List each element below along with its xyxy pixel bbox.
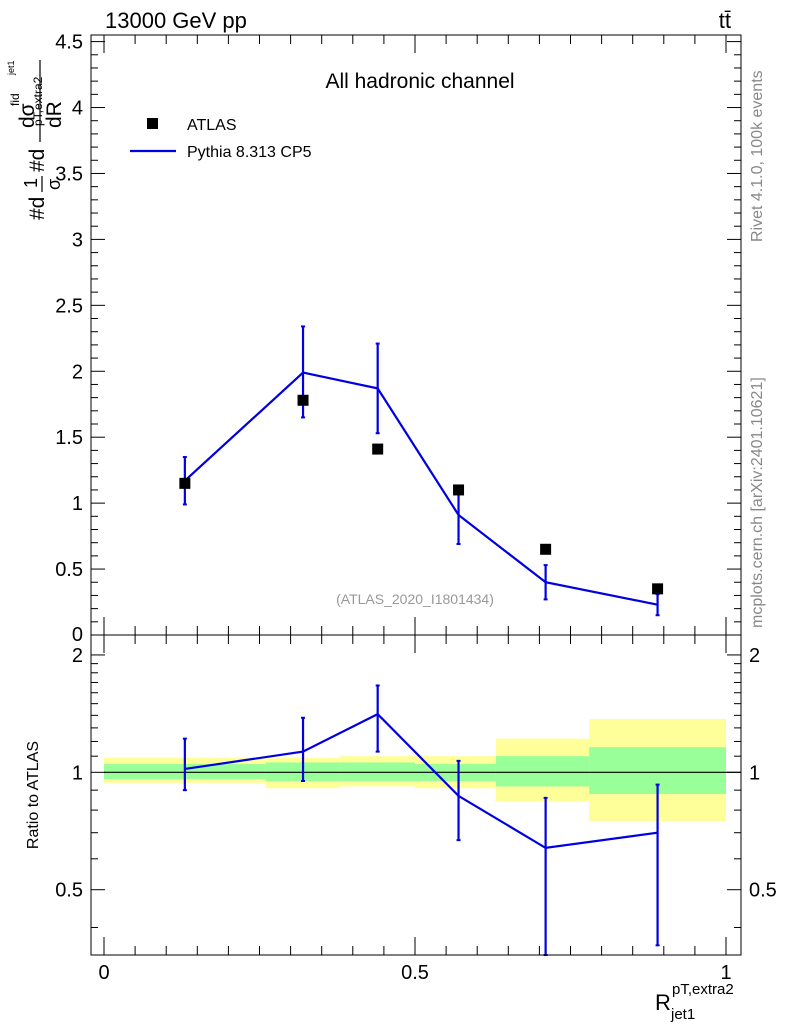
x-tick-labels: 0 0.5 1 xyxy=(98,962,731,984)
xlabel-base: R xyxy=(655,990,671,1015)
xlabel-sup: pT,extra2 xyxy=(672,981,734,998)
ratio-y-tick-label-right: 0.5 xyxy=(749,880,777,902)
legend-atlas-marker xyxy=(147,118,158,129)
ratio-pythia-line xyxy=(184,712,658,850)
x-tick-label: 0 xyxy=(98,962,109,984)
chart-title: All hadronic channel xyxy=(325,70,514,93)
ylabel-frac2-num-sup: fid xyxy=(8,93,22,106)
y-tick-label: 1.5 xyxy=(55,427,83,449)
ratio-y-tick-label-left: 2 xyxy=(72,645,83,667)
x-tick-label: 0.5 xyxy=(401,962,429,984)
ratio-panel: 0.5 0.5 1 1 2 2 xyxy=(55,635,777,956)
ratio-y-tick-label-left: 0.5 xyxy=(55,880,83,902)
atlas-data-point xyxy=(297,394,309,406)
y-tick-label: 1 xyxy=(72,493,83,515)
main-panel: 0.5 1 1.5 2 2.5 3 3.5 4 4.5 0 xyxy=(55,32,741,646)
y-tick-label: 4 xyxy=(72,98,83,120)
ylabel-frac1-den: σ xyxy=(44,179,64,190)
ratio-plot-frame xyxy=(90,634,742,956)
atlas-data-point xyxy=(540,543,552,555)
y-tick-label: 2 xyxy=(72,361,83,383)
y-tick-label-zero: 0 xyxy=(72,624,83,646)
atlas-data-point xyxy=(372,443,384,455)
process-label: tt̄ xyxy=(719,8,731,33)
ylabel-frac2-den-sup: pT,extra2 xyxy=(31,76,45,126)
x-tick-label: 1 xyxy=(720,962,731,984)
atlas-data-point xyxy=(453,484,465,496)
ratio-y-tick-label-left: 1 xyxy=(72,762,83,784)
y-tick-label: 0.5 xyxy=(55,559,83,581)
ylabel-frac2-num: dσ xyxy=(16,103,39,128)
x-axis-label: R pT,extra2 jet1 xyxy=(655,981,734,1023)
mcplots-label: mcplots.cern.ch [arXiv:2401.10621] xyxy=(749,377,766,628)
y-tick-label: 2.5 xyxy=(55,295,83,317)
ylabel-frac2-den: dR xyxy=(43,101,66,128)
y-tick-label: 4.5 xyxy=(55,32,83,54)
main-data-layer xyxy=(179,325,664,617)
legend-atlas-label: ATLAS xyxy=(187,117,237,134)
ratio-axis-ticks: 0.5 0.5 1 1 2 2 xyxy=(55,635,777,955)
ylabel-frac2-den-sub: jet1 xyxy=(6,60,16,76)
ratio-y-tick-label-right: 1 xyxy=(749,762,760,784)
energy-label: 13000 GeV pp xyxy=(105,8,247,33)
atlas-data-point xyxy=(652,583,664,595)
xlabel-sub: jet1 xyxy=(670,1006,695,1023)
ylabel-frac1-num: 1 xyxy=(21,178,41,188)
ratio-y-tick-label-right: 2 xyxy=(749,645,760,667)
main-axis-ticks: 0.5 1 1.5 2 2.5 3 3.5 4 4.5 0 xyxy=(55,32,741,646)
rivet-version-label: Rivet 4.1.0, 100k events xyxy=(749,70,766,242)
ratio-y-axis-label: Ratio to ATLAS xyxy=(25,741,42,849)
y-tick-label: 3 xyxy=(72,229,83,251)
ylabel-mid: #d xyxy=(26,149,49,172)
atlas-data-point xyxy=(179,477,191,489)
legend-pythia-label: Pythia 8.313 CP5 xyxy=(187,144,312,161)
ylabel-prefix: #d xyxy=(26,197,49,220)
main-y-axis-label: #d 1 σ #d dσ fid dR pT,extra2 jet1 xyxy=(6,60,66,220)
ratio-green-band xyxy=(495,756,590,787)
y-tick-label: 3.5 xyxy=(55,163,83,185)
pythia-line xyxy=(184,371,658,606)
analysis-tag: (ATLAS_2020_I1801434) xyxy=(336,591,494,607)
ratio-bands-layer xyxy=(104,719,741,822)
legend: ATLAS Pythia 8.313 CP5 xyxy=(130,117,312,161)
ratio-data-layer xyxy=(182,684,660,956)
